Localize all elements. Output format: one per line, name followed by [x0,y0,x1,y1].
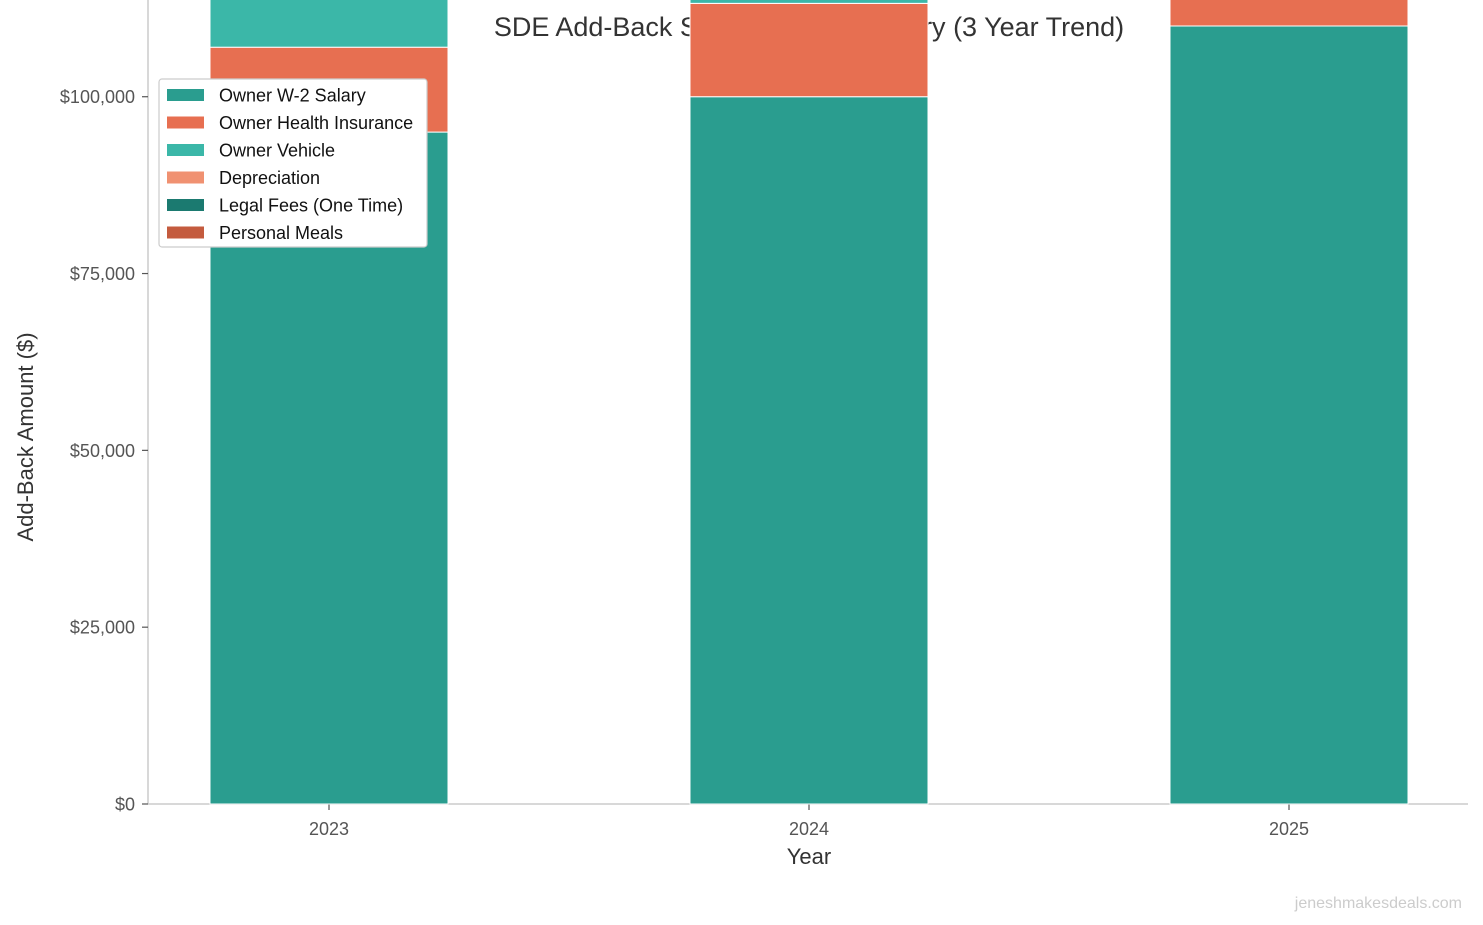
bar-segment-owner-vehicle-2024 [689,0,929,4]
y-axis-label: Add-Back Amount ($) [13,332,38,541]
legend-swatch [167,144,204,156]
y-tick-label: $100,000 [60,87,135,107]
legend-box [158,78,428,248]
legend-swatch [167,226,204,239]
watermark: jeneshmakesdeals.com [1294,895,1462,912]
x-tick-label: 2023 [309,819,349,839]
legend-label: Owner W-2 Salary [219,86,366,106]
legend: Owner W-2 Salary Owner Health Insurance Ow… [158,78,428,248]
legend-swatch [167,89,204,101]
bar-segment-owner-vehicle-2023 [209,0,449,48]
legend-label: Owner Vehicle [219,141,335,161]
legend-swatch [167,116,204,129]
x-tick-label: 2025 [1269,819,1309,839]
y-tick-label: $50,000 [70,441,135,461]
legend-swatch [167,199,204,211]
x-axis: 2023 2024 2025 [148,803,1468,839]
y-tick-label: $75,000 [70,264,135,284]
x-axis-label: Year [787,844,831,869]
bar-segment-owner-health-insurance-2025 [1169,0,1409,27]
y-tick-label: $0 [115,795,135,815]
bar-segment-owner-health-insurance-2024 [689,2,929,98]
legend-label: Legal Fees (One Time) [219,196,403,216]
legend-swatch [167,171,204,184]
y-tick-label: $25,000 [70,618,135,638]
x-tick-label: 2024 [789,819,829,839]
bar-segment-owner-w-2-salary-2024 [689,96,929,805]
legend-label: Personal Meals [219,223,343,243]
y-axis: $0$25,000$50,000$75,000$100,000$125,000$… [60,0,149,815]
legend-label: Owner Health Insurance [219,113,413,133]
bar-segment-owner-w-2-salary-2025 [1169,25,1409,805]
legend-label: Depreciation [219,168,320,188]
